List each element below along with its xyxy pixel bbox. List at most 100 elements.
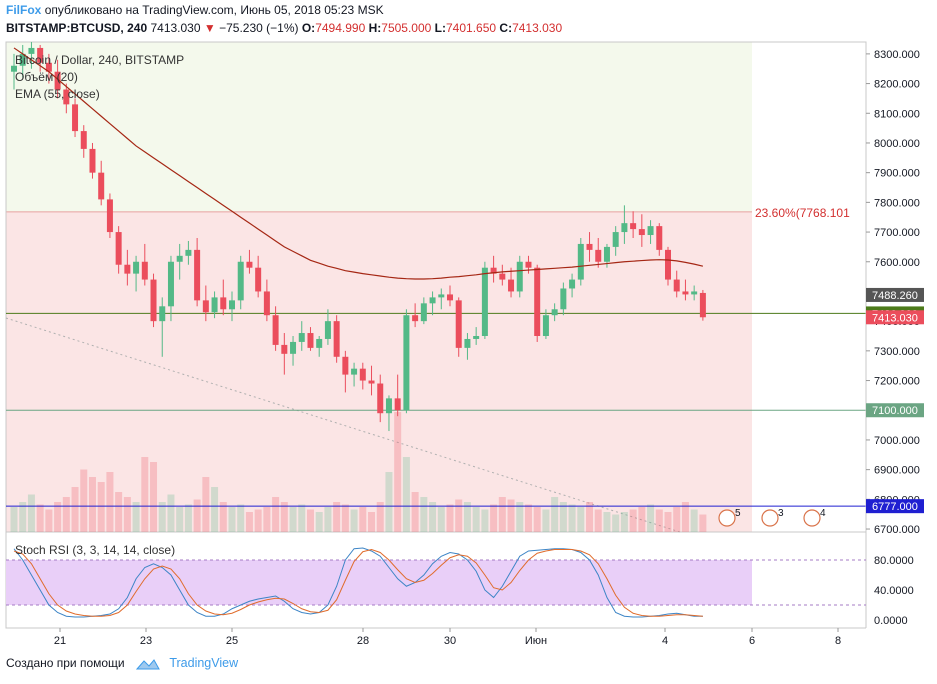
candle-body bbox=[516, 261, 523, 292]
candle-body bbox=[647, 226, 654, 236]
price-tag-bg bbox=[866, 287, 924, 302]
candle-body bbox=[11, 65, 17, 72]
candle bbox=[542, 309, 549, 339]
tradingview-brand-link[interactable]: TradingView bbox=[169, 656, 239, 670]
legend-stoch-rsi[interactable]: Stoch RSI (3, 3, 14, 14, close) bbox=[15, 543, 176, 557]
candle-body bbox=[429, 297, 436, 304]
candle bbox=[455, 297, 462, 357]
candle-body bbox=[333, 321, 340, 357]
volume-bar bbox=[115, 492, 123, 532]
made-with-text: Создано при помощи bbox=[6, 656, 125, 670]
candle-body bbox=[534, 267, 541, 336]
candle bbox=[106, 193, 113, 238]
stoch-k-line bbox=[13, 547, 703, 618]
candle-body bbox=[447, 294, 453, 301]
volume-bar bbox=[158, 502, 166, 532]
volume-bar bbox=[141, 457, 149, 532]
fib-label: 23.60%(7768.101 bbox=[755, 206, 850, 220]
stoch-tick-label: 80.0000 bbox=[874, 555, 914, 567]
candle-body bbox=[551, 309, 558, 316]
volume-bar bbox=[350, 509, 358, 532]
event-marker-icon: 3 bbox=[761, 508, 784, 527]
volume-bar bbox=[638, 507, 646, 532]
volume-bar bbox=[507, 499, 515, 532]
candle-body bbox=[72, 104, 79, 132]
symbol-label[interactable]: BITSTAMP:BTCUSD, 240 bbox=[6, 21, 148, 35]
price-tick-label: 7800.000 bbox=[874, 197, 920, 209]
volume-bar bbox=[333, 502, 341, 532]
candle bbox=[307, 327, 314, 351]
candle bbox=[438, 288, 445, 310]
candle bbox=[255, 255, 262, 298]
candle bbox=[63, 83, 70, 114]
price-tick-label: 8200.000 bbox=[874, 79, 920, 91]
change-arrow-icon: ▼ bbox=[203, 21, 216, 35]
time-tick-label: 23 bbox=[140, 635, 152, 647]
candle bbox=[211, 291, 218, 319]
volume-bar bbox=[594, 509, 602, 532]
event-bubble bbox=[761, 509, 779, 527]
volume-bar bbox=[167, 494, 175, 532]
volume-bar bbox=[516, 502, 524, 532]
candle-body bbox=[612, 232, 619, 247]
candle bbox=[359, 362, 366, 390]
candle-body bbox=[464, 338, 471, 348]
volume-bar bbox=[54, 502, 62, 532]
volume-bar bbox=[411, 492, 419, 532]
volume-bar bbox=[664, 512, 672, 532]
candle-body bbox=[176, 255, 183, 262]
volume-bar bbox=[315, 512, 323, 532]
volume-bar bbox=[280, 502, 288, 532]
candle bbox=[699, 289, 706, 321]
candle-body bbox=[281, 344, 288, 354]
open-value: 7494.990 bbox=[315, 21, 366, 35]
volume-bar bbox=[429, 502, 437, 532]
legend-volume[interactable]: Объём (20) bbox=[15, 70, 78, 84]
legend-ema[interactable]: EMA (55, close) bbox=[15, 87, 100, 101]
candle-body bbox=[167, 261, 174, 307]
candle-body bbox=[89, 148, 96, 173]
candle-body bbox=[385, 398, 392, 414]
candle-body bbox=[150, 279, 157, 322]
candle bbox=[691, 285, 698, 301]
candle-body bbox=[473, 336, 480, 339]
price-tick-label: 8100.000 bbox=[874, 108, 920, 120]
legend-title[interactable]: Bitcoin / Dollar, 240, BITSTAMP bbox=[15, 53, 185, 67]
candle-body bbox=[141, 261, 148, 280]
candle bbox=[80, 125, 87, 158]
candle-body bbox=[80, 131, 87, 149]
candle bbox=[385, 395, 392, 432]
volume-bar bbox=[106, 472, 114, 532]
time-tick-label: 21 bbox=[54, 635, 66, 647]
volume-bar bbox=[647, 504, 655, 532]
candle-body bbox=[194, 249, 201, 301]
change-value: −75.230 (−1%) bbox=[219, 21, 299, 35]
volume-bar bbox=[193, 499, 201, 532]
candle bbox=[429, 291, 436, 316]
volume-bar bbox=[612, 514, 620, 532]
candle-body bbox=[19, 53, 26, 66]
candle-body bbox=[481, 267, 488, 336]
event-marker-icon: 4 bbox=[803, 508, 826, 527]
candle-body bbox=[394, 398, 401, 411]
volume-bar bbox=[71, 487, 79, 532]
candle bbox=[490, 255, 497, 283]
volume-bar bbox=[228, 507, 236, 532]
candle-body bbox=[115, 232, 122, 265]
author-name[interactable]: FilFox bbox=[6, 3, 42, 17]
volume-bar bbox=[524, 504, 532, 532]
volume-bar bbox=[27, 494, 35, 532]
volume-bar bbox=[341, 504, 349, 532]
candle-body bbox=[665, 249, 671, 280]
candle bbox=[516, 255, 523, 298]
close-label: C: bbox=[499, 21, 513, 35]
volume-bar bbox=[254, 509, 262, 532]
candle-body bbox=[603, 246, 610, 262]
candle-body bbox=[272, 315, 279, 345]
volume-bar bbox=[289, 507, 297, 532]
volume-bar bbox=[394, 412, 402, 532]
volume-bar bbox=[245, 512, 253, 532]
low-label: L: bbox=[434, 21, 446, 35]
candle bbox=[167, 255, 174, 322]
